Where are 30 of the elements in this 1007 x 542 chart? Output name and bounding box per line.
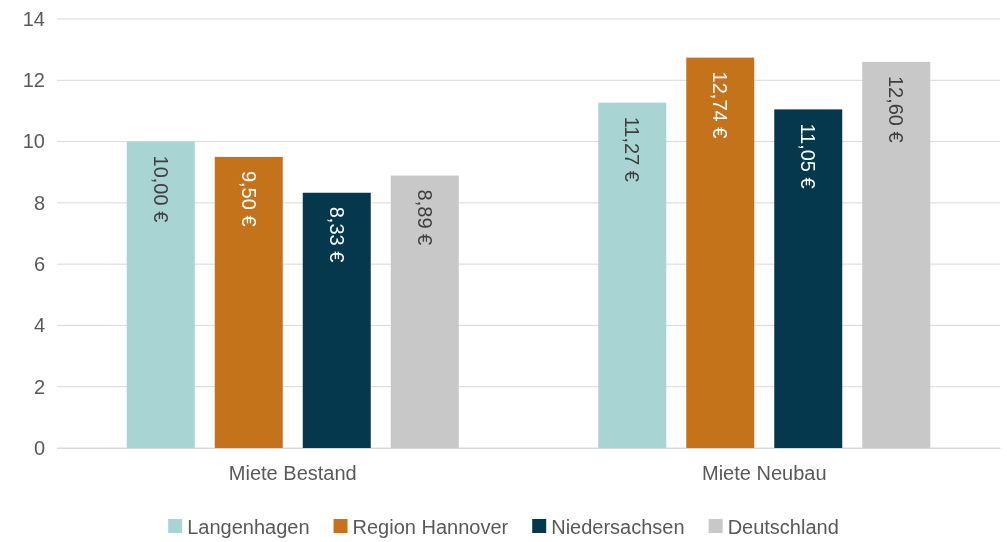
bar — [862, 61, 931, 448]
y-tick-label: 0 — [33, 436, 45, 459]
data-label: 12,74 € — [709, 71, 732, 139]
data-label: 12,60 € — [885, 75, 908, 143]
legend-label: Deutschland — [727, 516, 839, 538]
x-tick-label: Miete Neubau — [701, 462, 827, 485]
data-label: 8,33 € — [325, 206, 348, 263]
data-label: 11,27 € — [621, 116, 644, 182]
data-label: 9,50 € — [237, 170, 260, 227]
data-label: 8,89 € — [413, 189, 436, 246]
y-tick-label: 8 — [33, 191, 45, 214]
bar — [302, 192, 371, 448]
bar — [126, 141, 195, 448]
legend-label: Niedersachsen — [551, 516, 685, 538]
x-tick-label: Miete Bestand — [228, 462, 357, 485]
bar — [598, 102, 667, 448]
bar — [390, 175, 459, 448]
y-tick-label: 2 — [33, 375, 45, 398]
bar — [686, 57, 755, 448]
bar — [774, 109, 843, 448]
data-label: 10,00 € — [149, 155, 172, 223]
legend-label: Region Hannover — [352, 516, 509, 538]
y-tick-label: 10 — [22, 130, 45, 153]
bar — [214, 156, 283, 448]
y-tick-label: 4 — [33, 314, 45, 337]
data-label: 11,05 € — [797, 123, 820, 189]
y-tick-label: 12 — [22, 69, 45, 92]
legend-label: Langenhagen — [187, 516, 310, 538]
y-tick-label: 6 — [33, 253, 45, 276]
y-tick-label: 14 — [22, 7, 45, 30]
